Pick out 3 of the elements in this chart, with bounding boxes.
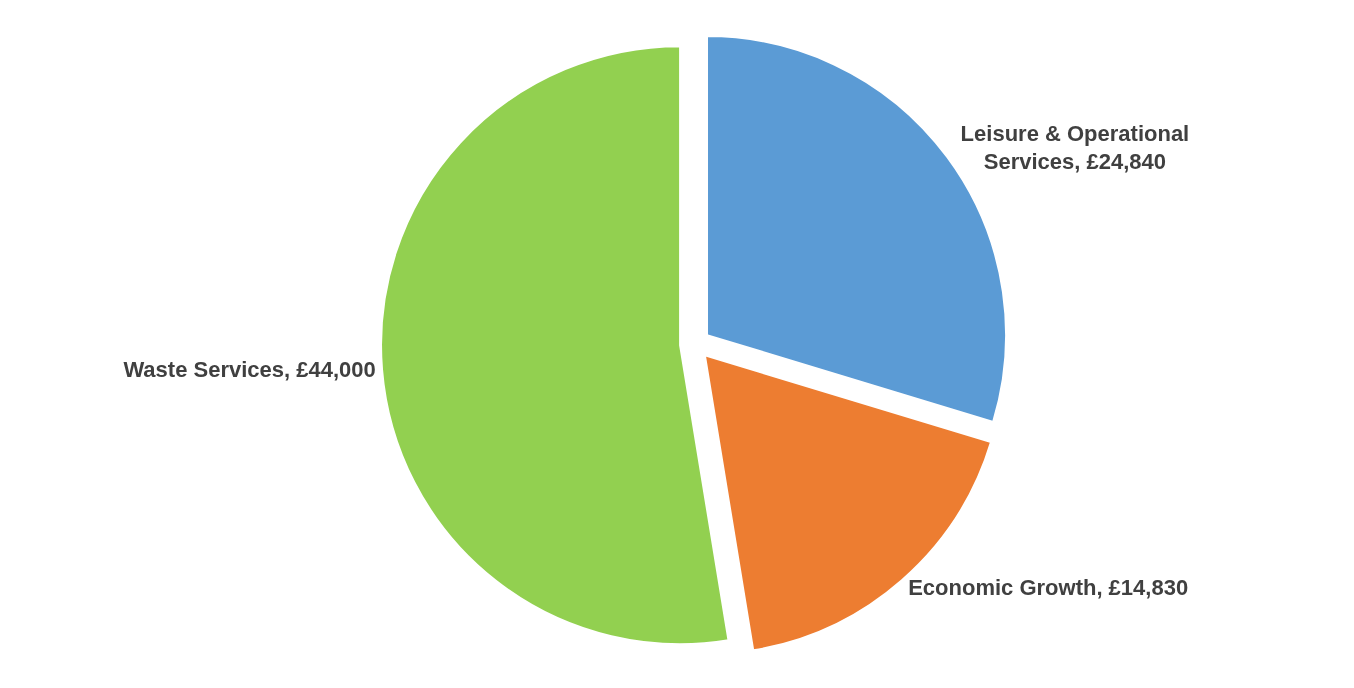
slice-label: Economic Growth, £14,830 [908, 574, 1189, 600]
slice-label: Leisure & Operational Services, £24,840 [960, 120, 1190, 175]
slice-label: Waste Services, £44,000 [123, 357, 376, 383]
